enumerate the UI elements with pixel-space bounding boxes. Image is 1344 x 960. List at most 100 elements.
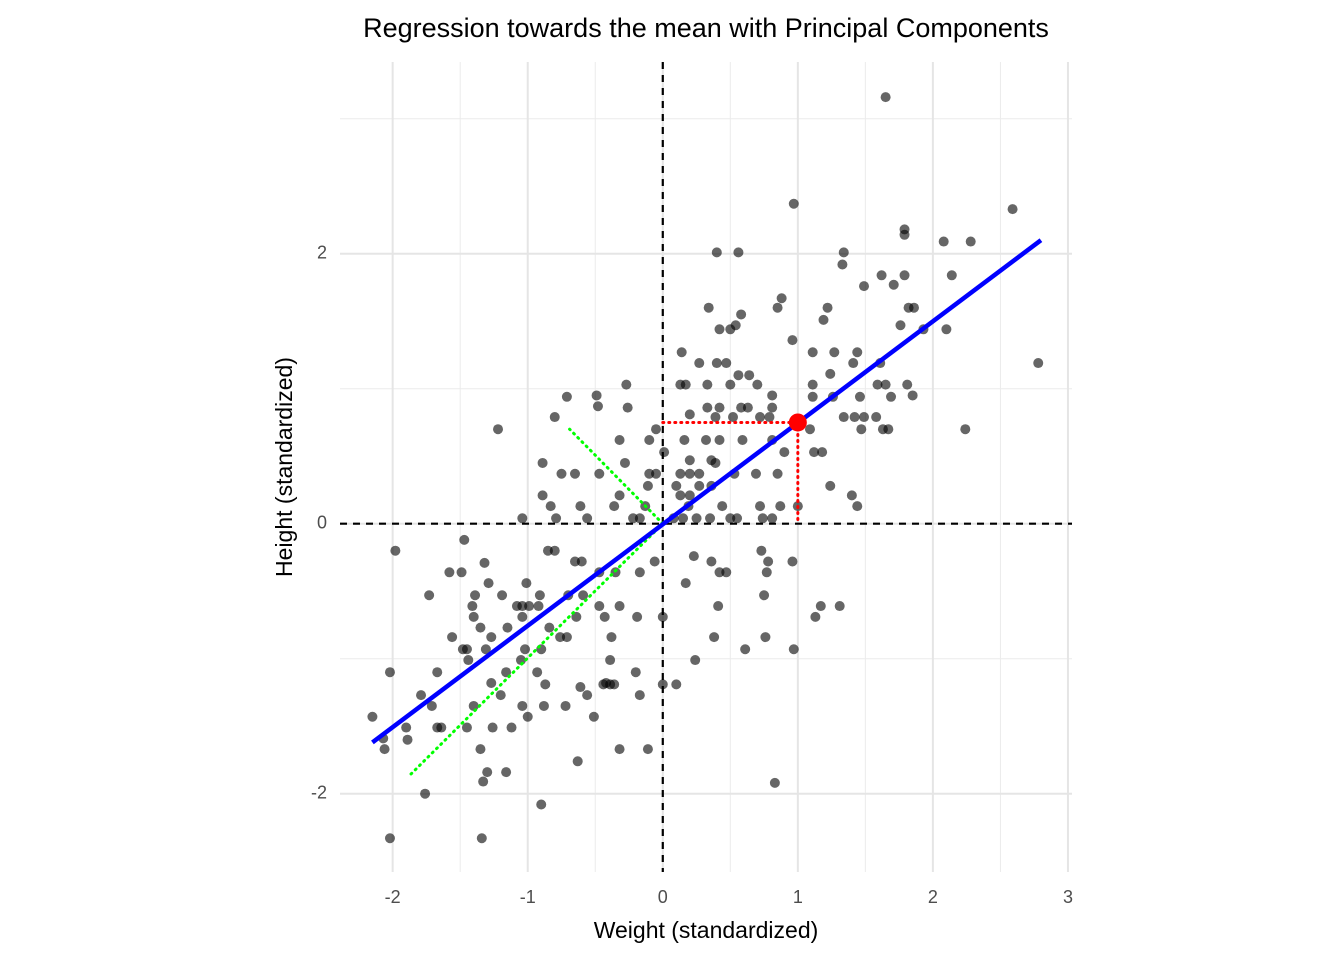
point (533, 601, 544, 612)
point (537, 490, 548, 501)
point (788, 198, 799, 209)
point (684, 455, 695, 466)
point (536, 799, 547, 810)
point (807, 379, 818, 390)
point (524, 601, 535, 612)
point (537, 457, 548, 468)
point (755, 412, 766, 423)
point (532, 667, 543, 678)
point (561, 632, 572, 643)
point (609, 501, 620, 512)
point (614, 744, 625, 755)
point (680, 578, 691, 589)
point (675, 490, 686, 501)
point (482, 767, 493, 778)
point (757, 513, 768, 524)
point (540, 679, 551, 690)
point (487, 722, 498, 733)
point (876, 270, 887, 281)
point (714, 435, 725, 445)
point (941, 324, 952, 335)
y-tick-label: 0 (317, 512, 327, 532)
point (475, 744, 486, 755)
point (457, 644, 468, 655)
point (1007, 204, 1018, 215)
point (506, 722, 517, 733)
point (764, 412, 775, 423)
point (761, 567, 772, 578)
point (538, 700, 549, 711)
point (575, 501, 586, 512)
point (744, 370, 755, 381)
point (463, 655, 474, 666)
point (852, 501, 863, 512)
point (493, 424, 504, 435)
point (497, 590, 508, 601)
point (767, 390, 778, 401)
point (772, 302, 783, 313)
point (614, 601, 625, 612)
point (883, 424, 894, 435)
point (825, 368, 836, 379)
point (886, 391, 897, 402)
point (671, 480, 682, 491)
point (938, 236, 949, 247)
point (804, 424, 815, 435)
point (871, 412, 882, 423)
point (859, 281, 870, 292)
point (691, 513, 702, 524)
point (517, 513, 528, 524)
point (501, 667, 512, 678)
point (517, 700, 528, 711)
point (854, 391, 865, 402)
point (642, 744, 653, 755)
point (447, 632, 458, 643)
point (818, 314, 829, 325)
x-tick-label: 1 (793, 887, 803, 907)
point (619, 457, 630, 468)
point (549, 545, 560, 556)
point (838, 412, 849, 423)
point (965, 236, 976, 247)
point (614, 490, 625, 501)
point (649, 556, 660, 567)
point (740, 644, 751, 655)
point (657, 679, 668, 690)
point (521, 578, 532, 589)
point (880, 92, 891, 103)
point (856, 424, 867, 435)
highlight-point (788, 413, 807, 432)
point (468, 611, 479, 622)
point (737, 435, 748, 445)
x-tick-label: -1 (520, 887, 536, 907)
point (456, 567, 467, 578)
point (495, 690, 506, 701)
point (501, 767, 512, 778)
point (694, 358, 705, 369)
point (688, 551, 699, 562)
point (834, 601, 845, 612)
point (838, 247, 849, 258)
pc-segment (408, 522, 665, 777)
point (517, 611, 528, 622)
x-tick-label: 2 (928, 887, 938, 907)
point (634, 567, 645, 578)
point (776, 293, 787, 304)
point (960, 424, 971, 435)
point (721, 358, 732, 369)
point (651, 424, 662, 435)
regression-line (371, 238, 1043, 745)
point (899, 270, 910, 281)
point (701, 435, 711, 445)
point (769, 777, 780, 788)
point (787, 556, 798, 567)
point (502, 622, 513, 633)
point (634, 690, 645, 701)
point (895, 320, 906, 331)
point (763, 556, 774, 567)
y-tick-label: -2 (311, 782, 327, 802)
point (591, 390, 602, 401)
point (556, 468, 567, 479)
